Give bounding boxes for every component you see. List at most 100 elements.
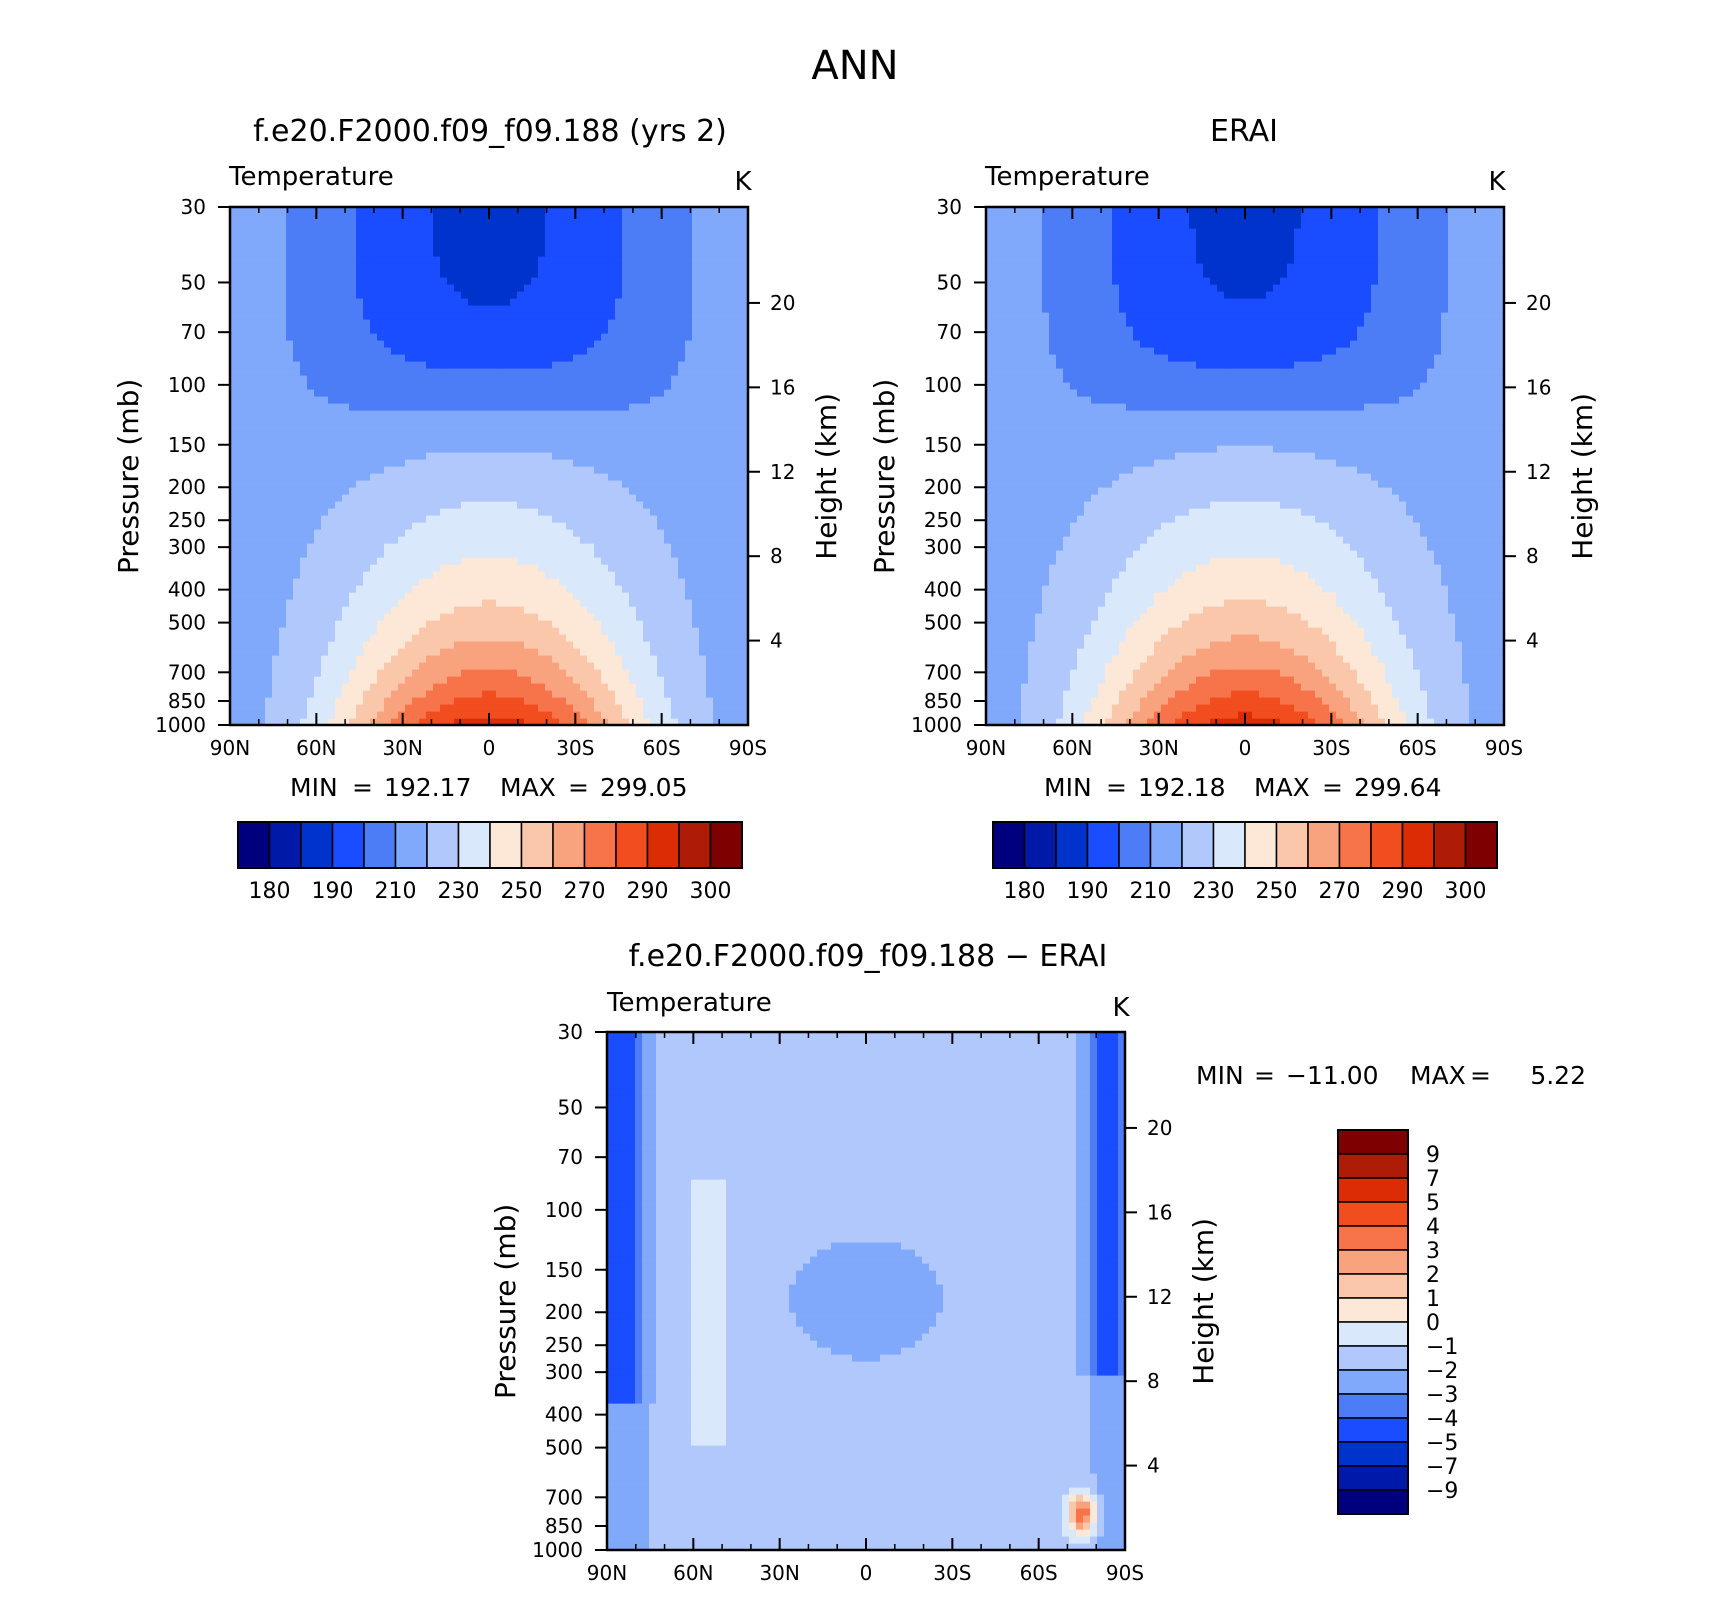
contour-cell (398, 550, 406, 558)
contour-cell (720, 676, 728, 684)
contour-cell (664, 347, 672, 355)
contour-cell (391, 487, 399, 495)
contour-cell (643, 578, 651, 586)
contour-cell (475, 711, 483, 719)
contour-cell (559, 620, 567, 628)
contour-cell (524, 536, 532, 544)
contour-cell (426, 557, 434, 565)
contour-cell (678, 578, 686, 586)
contour-cell (363, 298, 371, 306)
contour-cell (552, 613, 560, 621)
contour-cell (531, 473, 539, 481)
contour-cell (475, 676, 483, 684)
contour-cell (720, 347, 728, 355)
contour-cell (559, 655, 567, 663)
contour-cell (580, 564, 588, 572)
contour-cell (230, 718, 238, 726)
contour-cell (286, 375, 294, 383)
contour-cell (650, 564, 658, 572)
contour-cell (300, 585, 308, 593)
contour-cell (713, 382, 721, 390)
contour-cell (384, 368, 392, 376)
contour-cell (671, 263, 679, 271)
contour-cell (741, 298, 749, 306)
contour-cell (741, 417, 749, 425)
contour-cell (440, 557, 448, 565)
contour-cell (370, 704, 378, 712)
contour-cell (279, 347, 287, 355)
contour-cell (678, 641, 686, 649)
contour-cell (475, 375, 483, 383)
contour-cell (706, 620, 714, 628)
contour-cell (482, 718, 490, 726)
contour-cell (643, 480, 651, 488)
contour-cell (692, 452, 700, 460)
contour-cell (356, 662, 364, 670)
contour-cell (545, 319, 553, 327)
contour-cell (559, 613, 567, 621)
contour-cell (489, 578, 497, 586)
contour-cell (454, 613, 462, 621)
contour-cell (510, 270, 518, 278)
contour-cell (307, 543, 315, 551)
contour-cell (342, 669, 350, 677)
contour-cell (447, 389, 455, 397)
contour-cell (531, 389, 539, 397)
contour-cell (265, 333, 273, 341)
contour-cell (258, 571, 266, 579)
contour-cell (552, 543, 560, 551)
contour-cell (272, 697, 280, 705)
contour-cell (433, 662, 441, 670)
contour-cell (489, 333, 497, 341)
contour-cell (321, 375, 329, 383)
contour-cell (251, 319, 259, 327)
contour-cell (279, 361, 287, 369)
contour-cell (342, 571, 350, 579)
contour-cell (335, 564, 343, 572)
contour-cell (412, 487, 420, 495)
contour-cell (608, 270, 616, 278)
contour-cell (468, 396, 476, 404)
contour-cell (734, 312, 742, 320)
contour-cell (314, 571, 322, 579)
contour-cell (419, 501, 427, 509)
contour-cell (230, 340, 238, 348)
contour-cell (265, 522, 273, 530)
contour-cell (524, 424, 532, 432)
contour-cell (580, 256, 588, 264)
contour-cell (678, 452, 686, 460)
contour-cell (398, 536, 406, 544)
contour-cell (699, 403, 707, 411)
contour-cell (650, 431, 658, 439)
contour-cell (335, 445, 343, 453)
contour-cell (594, 473, 602, 481)
contour-cell (419, 466, 427, 474)
contour-cell (426, 298, 434, 306)
contour-cell (517, 627, 525, 635)
contour-cell (300, 697, 308, 705)
contour-cell (545, 445, 553, 453)
contour-cell (587, 361, 595, 369)
contour-cell (468, 599, 476, 607)
contour-cell (580, 634, 588, 642)
contour-cell (671, 326, 679, 334)
contour-cell (566, 270, 574, 278)
contour-cell (671, 494, 679, 502)
contour-cell (657, 620, 665, 628)
contour-cell (244, 270, 252, 278)
contour-cell (727, 445, 735, 453)
contour-cell (398, 543, 406, 551)
contour-cell (496, 669, 504, 677)
contour-cell (419, 417, 427, 425)
contour-cell (342, 284, 350, 292)
contour-cell (461, 473, 469, 481)
contour-cell (412, 648, 420, 656)
contour-cell (573, 571, 581, 579)
contour-cell (615, 606, 623, 614)
contour-cell (377, 676, 385, 684)
contour-cell (531, 256, 539, 264)
contour-cell (692, 655, 700, 663)
contour-cell (482, 319, 490, 327)
contour-cell (307, 564, 315, 572)
contour-cell (524, 298, 532, 306)
